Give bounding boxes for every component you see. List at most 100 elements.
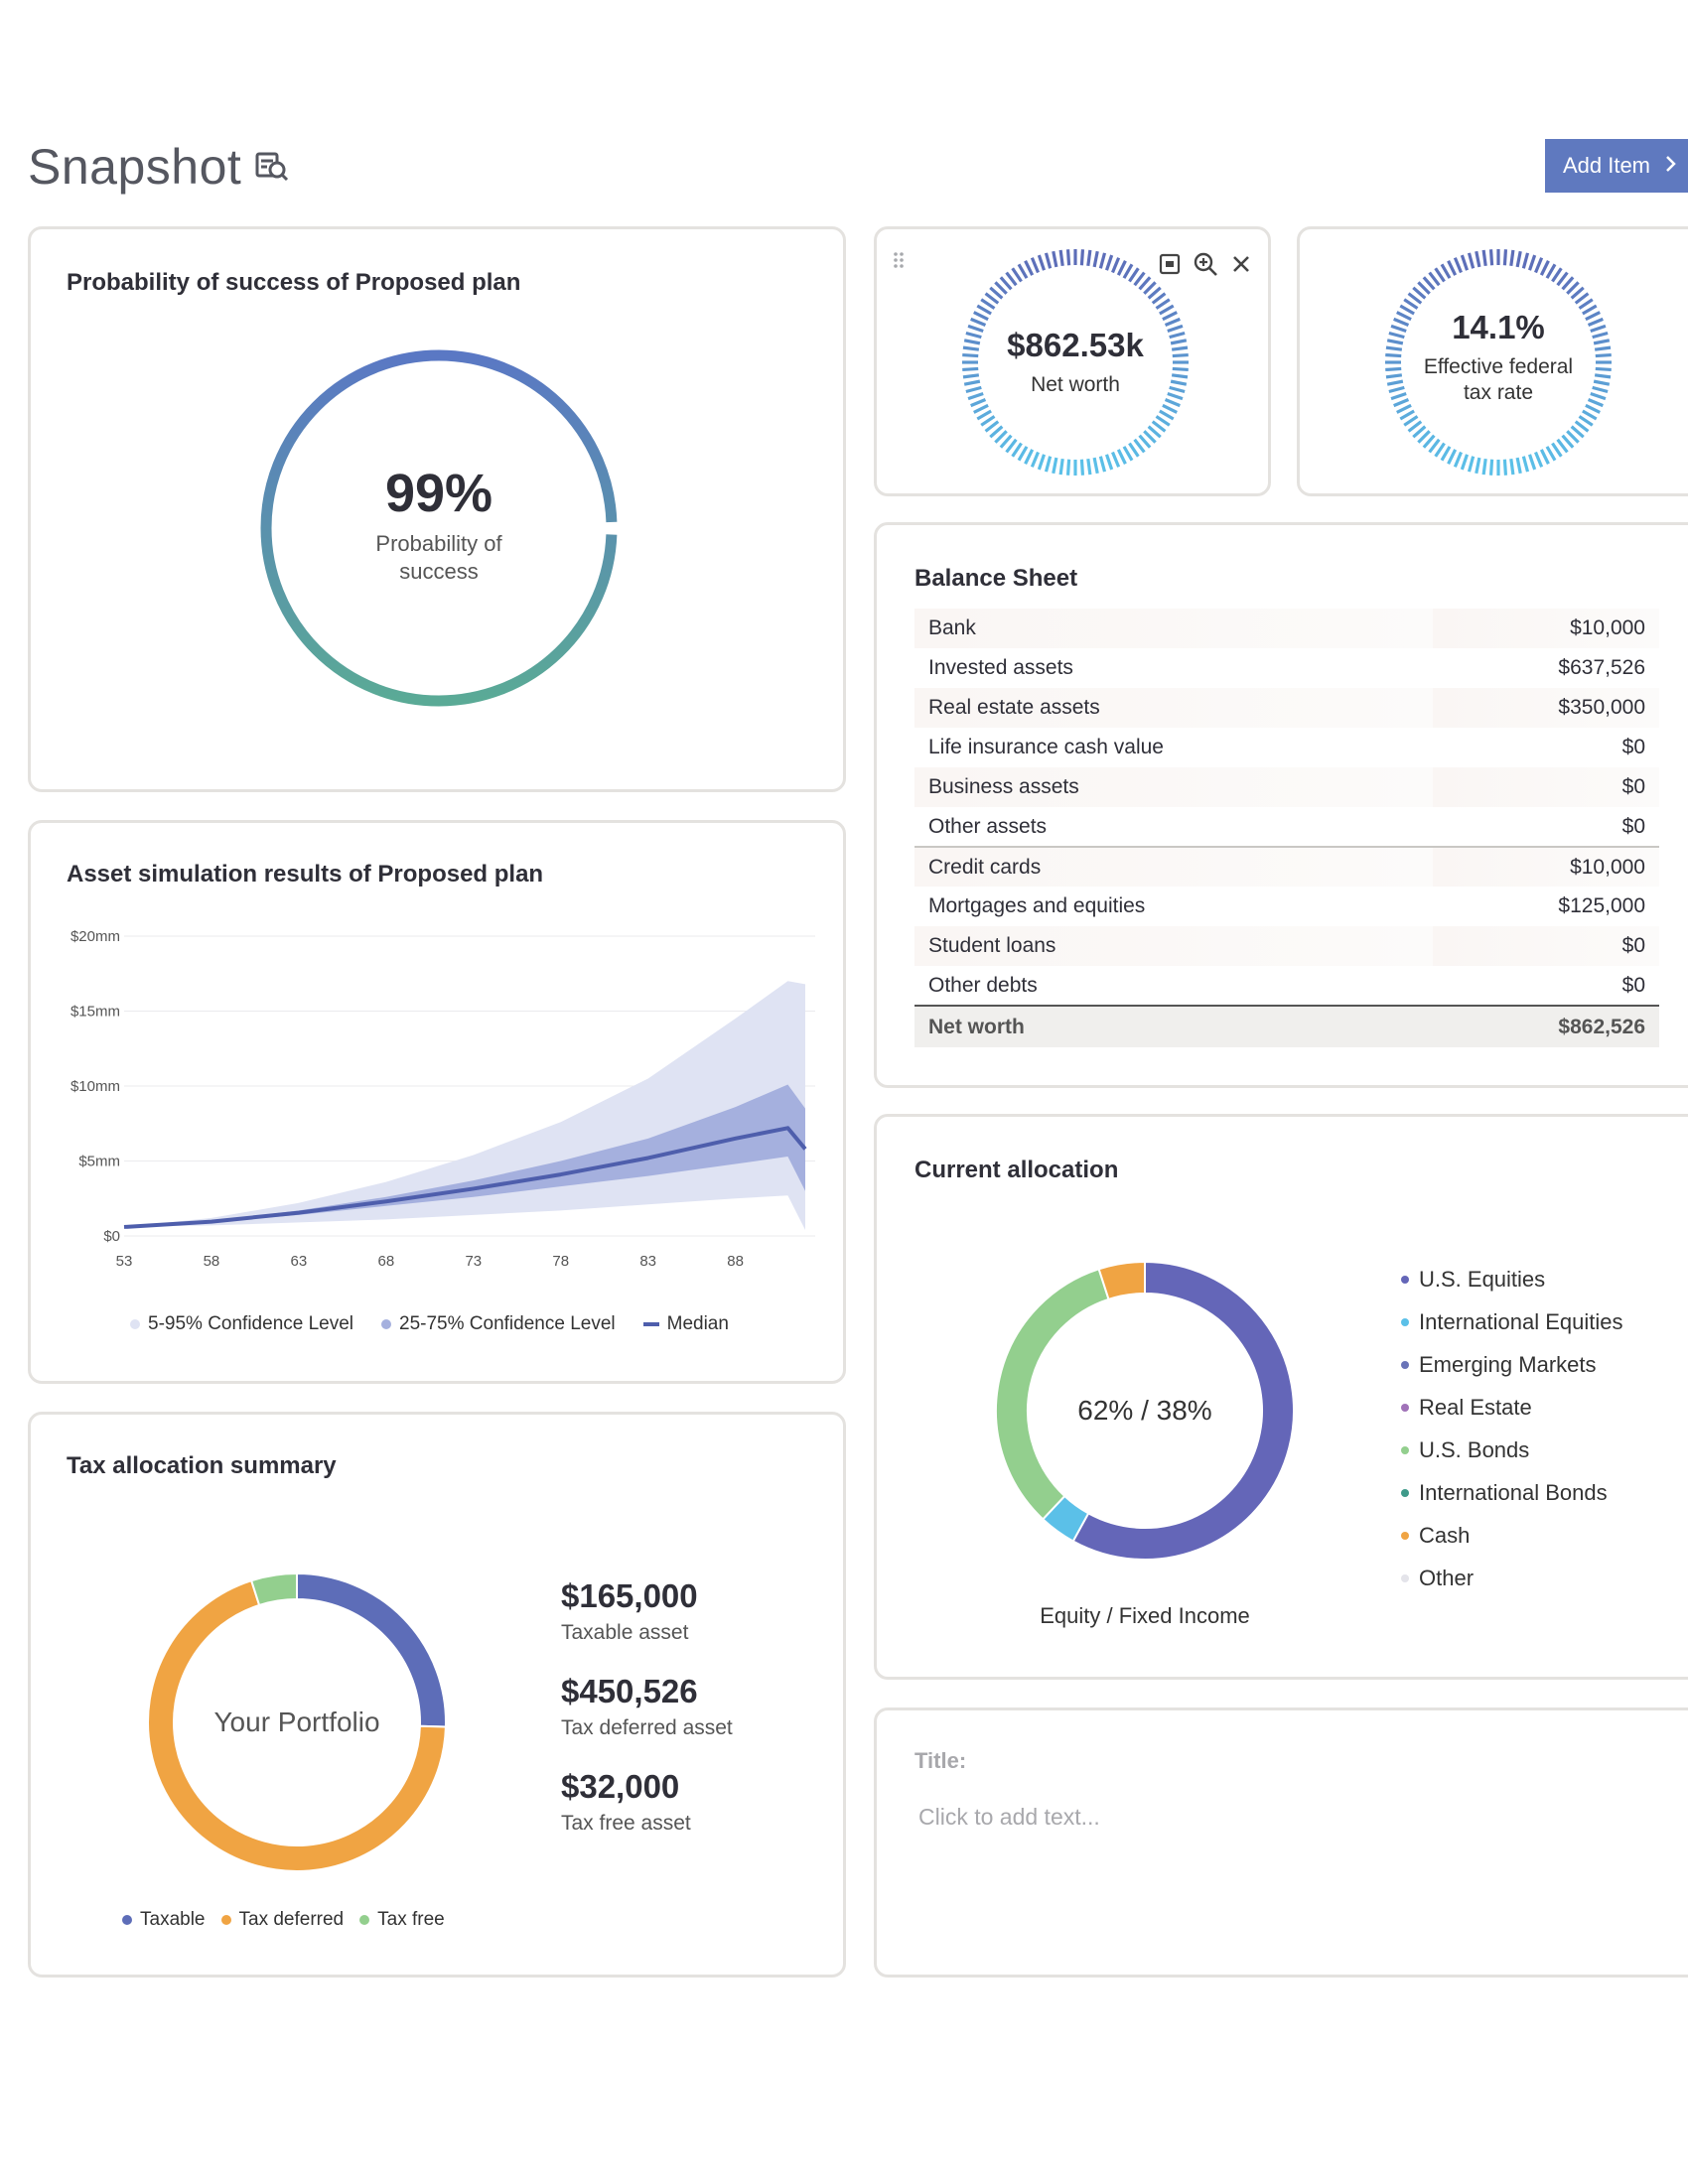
gauge-tick: [1167, 391, 1184, 401]
row-label: Life insurance cash value: [928, 736, 1164, 758]
print-icon[interactable]: [1157, 251, 1183, 277]
gauge-tick: [1593, 379, 1611, 386]
gauge-tick: [976, 304, 992, 316]
probability-arc: [260, 349, 618, 707]
band-25-75: [124, 1084, 805, 1227]
drag-handle-icon[interactable]: [893, 251, 905, 269]
asset-simulation-title: Asset simulation results of Proposed pla…: [67, 861, 544, 887]
close-icon[interactable]: [1228, 251, 1254, 277]
balance-sheet-card[interactable]: Balance Sheet Bank $10,000 Invested asset…: [874, 522, 1688, 1088]
gauge-tick: [1170, 339, 1188, 345]
gauge-tick: [1594, 373, 1612, 379]
gauge-tick: [1481, 249, 1487, 267]
zoom-in-icon[interactable]: [1193, 251, 1218, 277]
gauge-tick: [1170, 379, 1188, 386]
row-amount: $10,000: [1433, 609, 1659, 648]
gauge-tick: [1467, 252, 1476, 269]
tax-rate-card[interactable]: 14.1% Effective federal tax rate: [1297, 226, 1688, 496]
gauge-tick: [1481, 458, 1487, 476]
probability-card[interactable]: Probability of success of Proposed plan …: [28, 226, 846, 792]
asset-simulation-card[interactable]: Asset simulation results of Proposed pla…: [28, 820, 846, 1384]
gauge-tick: [1574, 292, 1590, 305]
gauge-tick: [1065, 249, 1071, 266]
gauge-tick: [994, 281, 1008, 295]
gauge-tick: [1388, 331, 1405, 340]
gauge-tick: [1509, 458, 1515, 476]
legend-item-real-estate: Real Estate: [1401, 1386, 1622, 1429]
gauge-tick: [1403, 415, 1419, 427]
gauge-tick: [1595, 352, 1612, 358]
row-amount: $0: [1433, 767, 1659, 807]
row-label: Invested assets: [928, 656, 1073, 679]
gauge-tick: [1116, 260, 1127, 276]
gauge-tick: [1385, 345, 1403, 351]
table-row: Bank $10,000: [914, 609, 1659, 648]
row-amount: $10,000: [1433, 846, 1659, 887]
table-row: Student loans $0: [914, 926, 1659, 966]
gauge-tick: [1388, 385, 1405, 394]
gauge-tick: [1561, 434, 1575, 449]
allocation-donut: [996, 1262, 1294, 1560]
print-preview-icon[interactable]: [253, 148, 291, 186]
net-worth-card[interactable]: $862.53k Net worth: [874, 226, 1271, 496]
gauge-tick: [1590, 324, 1607, 334]
gauge-tick: [1534, 451, 1544, 468]
gauge-tick: [1556, 271, 1569, 287]
text-card-title-label[interactable]: Title:: [914, 1748, 967, 1773]
gauge-tick: [1058, 458, 1064, 476]
gauge-tick: [1104, 454, 1114, 471]
tax-deferred-amount-label: Tax deferred asset: [561, 1716, 733, 1739]
gauge-tick: [1578, 415, 1594, 427]
gauge-tick: [1390, 324, 1407, 334]
gauge-tick: [973, 311, 989, 322]
gauge-tick: [1086, 249, 1092, 267]
gauge-tick: [1434, 267, 1446, 283]
gauge-tick: [1515, 250, 1522, 268]
row-amount: $0: [1621, 736, 1645, 758]
gauge-tick: [1417, 430, 1431, 444]
legend-label: International Bonds: [1419, 1479, 1608, 1505]
tax-amounts: $165,000 Taxable asset $450,526 Tax defe…: [561, 1577, 733, 1863]
legend-swatch: [381, 1319, 392, 1329]
current-allocation-card[interactable]: Current allocation 62% / 38% Equity / Fi…: [874, 1114, 1688, 1680]
gauge-tick: [1488, 249, 1494, 266]
gauge-tick: [1172, 366, 1189, 372]
gauge-tick: [1585, 311, 1601, 322]
legend-item-25-75: 25-75% Confidence Level: [381, 1313, 616, 1335]
text-card[interactable]: Title: Click to add text...: [874, 1707, 1688, 1978]
gauge-tick: [1147, 425, 1162, 439]
gauge-tick: [1587, 398, 1604, 408]
net-worth-center: $862.53k Net worth: [958, 245, 1193, 479]
gauge-tick: [1385, 373, 1403, 379]
gauge-tick: [1159, 304, 1175, 316]
text-card-placeholder[interactable]: Click to add text...: [918, 1804, 1100, 1830]
add-item-button[interactable]: Add Item: [1545, 139, 1688, 193]
gauge-tick: [1539, 260, 1550, 276]
gauge-tick: [1128, 442, 1140, 458]
gauge-tick: [1005, 438, 1018, 454]
gauge-tick: [1092, 250, 1099, 268]
legend-label: U.S. Bonds: [1419, 1436, 1530, 1462]
gauge-tick: [984, 292, 1000, 305]
gauge-tick: [1098, 456, 1107, 473]
gauge-tick: [1515, 457, 1522, 475]
tax-allocation-card[interactable]: Tax allocation summary Your Portfolio $1…: [28, 1412, 846, 1978]
y-tick-label: $0: [103, 1228, 120, 1245]
gauge-tick: [1399, 304, 1415, 316]
legend-swatch: [1401, 1360, 1409, 1369]
gauge-tick: [999, 434, 1013, 449]
gauge-tick: [1453, 451, 1463, 468]
gauge-tick: [1475, 457, 1481, 475]
gauge-tick: [1407, 420, 1423, 433]
gauge-tick: [1122, 446, 1134, 462]
gauge-tick: [1393, 317, 1410, 327]
gauge-tick: [1539, 449, 1550, 465]
gauge-tick: [1386, 339, 1404, 345]
tax-rate-gauge: [1385, 249, 1612, 476]
row-amount: $0: [1433, 926, 1659, 966]
probability-label: Probability of success: [375, 531, 502, 584]
tax-free-amount: $32,000: [561, 1768, 680, 1805]
page-title: Snapshot: [28, 139, 242, 195]
legend-item-median: Median: [642, 1313, 729, 1335]
table-row: Life insurance cash value $0: [914, 728, 1659, 767]
